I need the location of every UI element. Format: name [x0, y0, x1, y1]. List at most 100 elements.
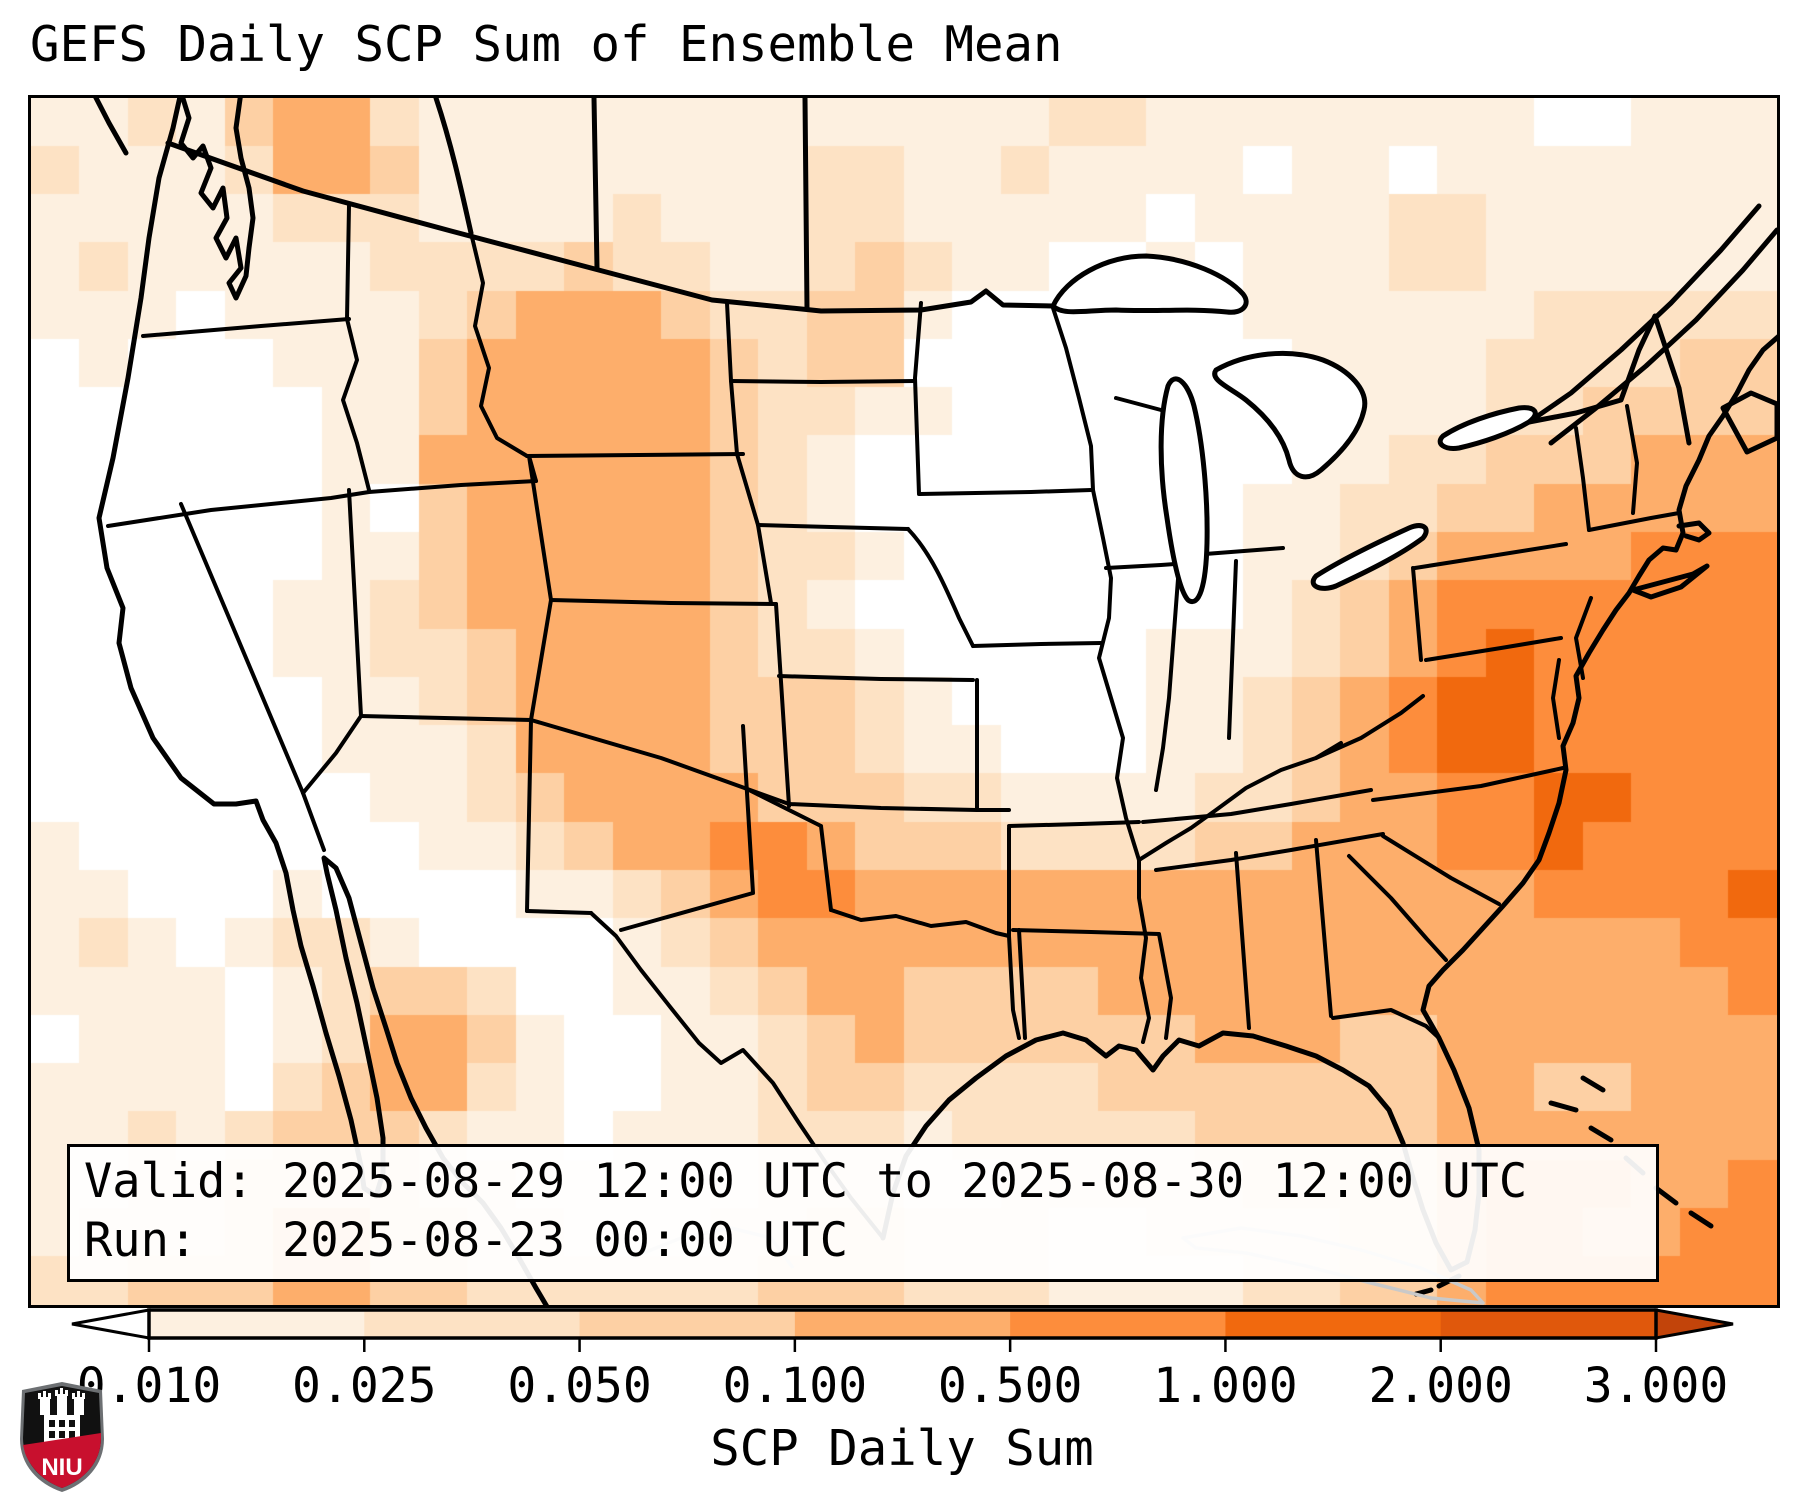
ny-east-border — [1574, 426, 1591, 532]
nova-scotia — [1720, 390, 1777, 455]
colorbar — [71, 1308, 1734, 1352]
puget-sound — [178, 98, 256, 301]
run-time-text: Run: 2025-08-23 00:00 UTC — [84, 1213, 849, 1268]
colorbar-tick-label: 0.500 — [937, 1358, 1083, 1414]
scp-heatmap — [31, 98, 1777, 1305]
ne-ks-border — [777, 674, 975, 682]
ks-ok-border — [787, 802, 979, 812]
colorbar-axis-label: SCP Daily Sum — [710, 1420, 1094, 1477]
ok-panhandle — [743, 786, 833, 912]
pa-south-border — [1424, 636, 1563, 662]
nc-sc-border — [1381, 834, 1501, 906]
az-nm-border — [525, 718, 533, 913]
colorbar-area: 0.010 0.025 0.050 0.100 0.500 1.000 2.000 3.000… — [0, 1302, 1803, 1500]
meridian-104w — [725, 301, 773, 605]
ca-nv-border — [179, 502, 326, 852]
colorbar-segment — [1440, 1310, 1657, 1338]
mn-borders — [913, 301, 1093, 496]
valid-time-text: Valid: 2025-08-29 12:00 UTC to 2025-08-3… — [84, 1154, 1528, 1209]
mt-wy-border — [525, 452, 745, 458]
wa-or-border — [141, 317, 351, 338]
al-ga-border — [1314, 838, 1333, 1018]
colorbar-tick-label: 0.100 — [722, 1358, 868, 1414]
niu-red-band — [23, 1433, 101, 1488]
bc-ab-border — [433, 98, 474, 236]
lake-erie — [1310, 523, 1429, 591]
wv-va-border — [1314, 694, 1425, 760]
pa-ny-border — [1413, 542, 1568, 570]
colorbar-tick-label: 1.000 — [1153, 1358, 1298, 1414]
colorbar-over-arrow — [1654, 1308, 1734, 1340]
wy-west-border — [527, 454, 553, 602]
colorbar-tick-label: 3.000 — [1583, 1358, 1729, 1414]
tn-south-border — [1154, 832, 1385, 872]
mo-ar-border — [1007, 820, 1141, 828]
nm-tx-border — [619, 724, 755, 932]
wy-co-border — [549, 598, 778, 606]
sd-ne-border — [756, 523, 910, 531]
wa-id-border — [345, 204, 351, 321]
mississippi-river-upper — [1051, 306, 1141, 862]
long-island — [1630, 563, 1710, 600]
tx-ar-la-border — [1007, 826, 1021, 1040]
validity-info-box: Valid: 2025-08-29 12:00 UTC to 2025-08-3… — [67, 1144, 1659, 1282]
lake-superior — [1050, 253, 1249, 315]
colorbar-tick-label: 2.000 — [1368, 1358, 1513, 1414]
va-nc-border — [1371, 766, 1565, 802]
la-borders — [1011, 928, 1173, 1040]
fl-north-border — [1331, 1008, 1441, 1040]
forty-second-parallel — [106, 479, 538, 528]
red-river-border — [829, 908, 1011, 938]
cape-cod — [1676, 520, 1712, 543]
colorbar-segment — [1010, 1310, 1227, 1338]
ab-sk-border — [591, 98, 600, 271]
ct-ma-border — [1587, 511, 1681, 532]
colorbar-outline — [147, 1308, 1658, 1340]
meridian-102w — [774, 602, 791, 808]
nh-me-border — [1653, 314, 1691, 445]
ne-canada-border — [1526, 313, 1692, 446]
colorbar-segment — [149, 1310, 365, 1338]
lake-michigan — [1158, 376, 1210, 605]
niu-logo: NIU — [20, 1382, 104, 1492]
colorbar-segment — [1225, 1310, 1442, 1338]
map-linework — [93, 98, 1777, 1305]
colorbar-segment — [794, 1310, 1011, 1338]
nj-pa-border — [1574, 596, 1593, 680]
nm-mexico-border — [525, 909, 593, 915]
ohio-river — [1137, 741, 1343, 862]
st-lawrence — [1526, 203, 1777, 446]
in-oh-border — [1227, 559, 1238, 740]
gulf-atlantic-coastline — [880, 334, 1777, 1273]
colorbar-under-arrow — [71, 1308, 151, 1340]
ky-tn-border — [1141, 788, 1373, 824]
colorbar-tick-label: 0.050 — [507, 1358, 652, 1414]
nv-az-border — [301, 714, 363, 795]
colorbar-tick-label: 0.025 — [292, 1358, 437, 1414]
sk-mb-border — [802, 98, 810, 312]
chesapeake-bay — [1551, 658, 1561, 740]
id-mt-border — [469, 231, 529, 458]
canada-border — [165, 140, 1056, 314]
or-id-border — [341, 317, 371, 492]
vancouver-island — [93, 98, 129, 156]
colorbar-segment — [364, 1310, 581, 1338]
missouri-river-border — [906, 527, 975, 648]
il-in-border — [1154, 564, 1181, 792]
lake-ontario — [1437, 405, 1538, 451]
ms-al-border — [1234, 851, 1251, 1030]
colorbar-segment — [579, 1310, 796, 1338]
pa-west-border — [1411, 566, 1423, 662]
ut-az-border — [359, 714, 533, 722]
ia-mo-border — [971, 641, 1103, 648]
co-ut-border — [529, 598, 553, 722]
mo-west-border — [975, 678, 1011, 812]
nv-ut-border — [347, 488, 363, 718]
mississippi-river-lower — [1137, 858, 1151, 1044]
figure-title: GEFS Daily SCP Sum of Ensemble Mean — [30, 16, 1063, 73]
vt-nh-border — [1625, 404, 1639, 515]
map-axes: Valid: 2025-08-29 12:00 UTC to 2025-08-3… — [28, 95, 1780, 1308]
nd-sd-border — [729, 379, 917, 384]
ga-sc-border — [1347, 854, 1448, 962]
